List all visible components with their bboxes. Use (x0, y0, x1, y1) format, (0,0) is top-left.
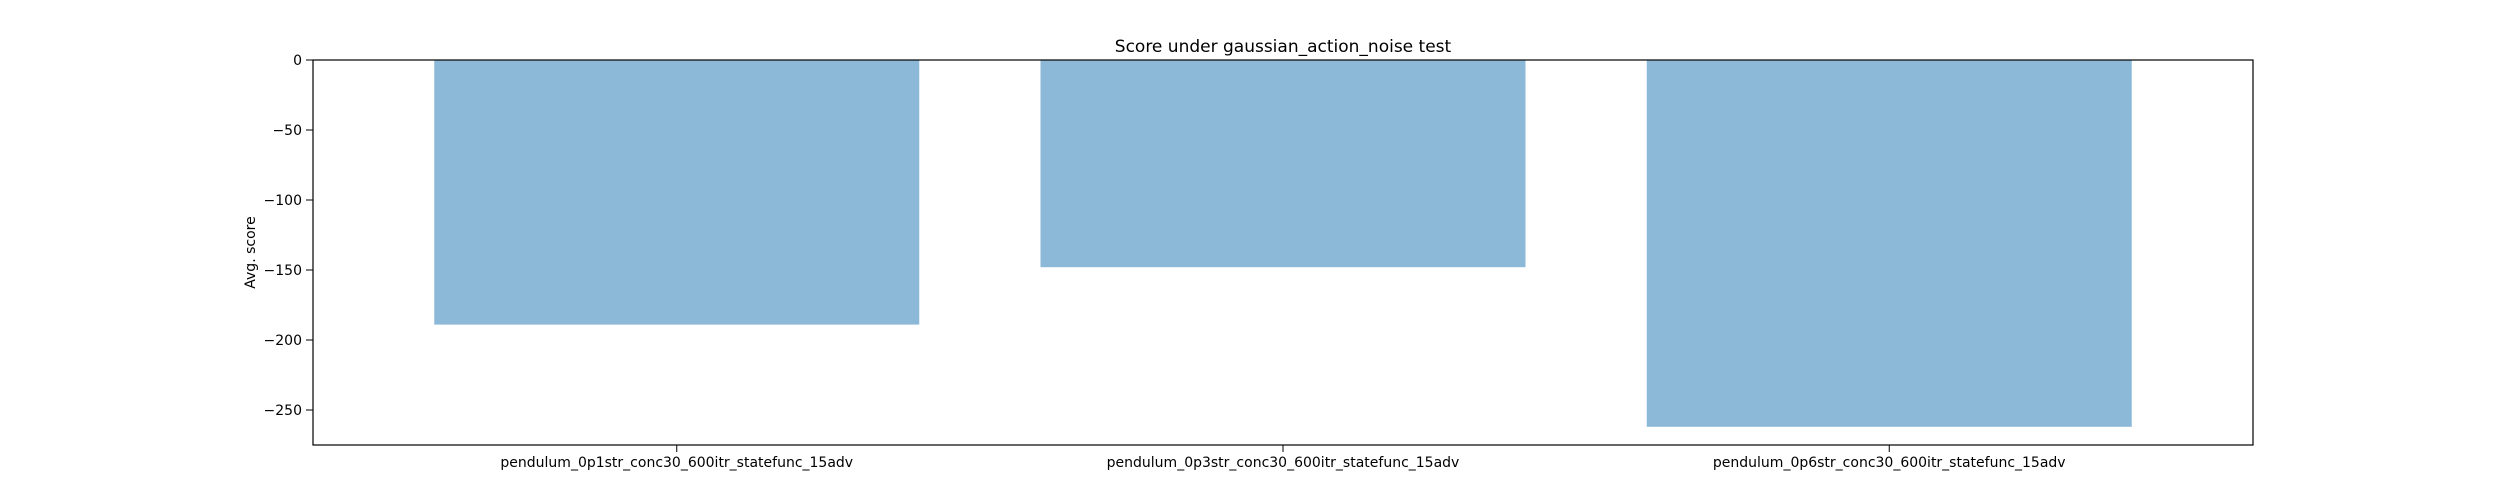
y-axis-title: Avg. score (243, 216, 259, 288)
y-tick-label: 0 (293, 53, 302, 69)
x-tick-label: pendulum_0p1str_conc30_600itr_statefunc_… (500, 455, 853, 471)
x-axis: pendulum_0p1str_conc30_600itr_statefunc_… (500, 445, 2066, 471)
y-tick-label: −100 (264, 193, 302, 209)
bar (1646, 60, 2132, 427)
chart-title: Score under gaussian_action_noise test (1115, 37, 1452, 57)
y-tick-label: −250 (264, 403, 302, 419)
y-tick-label: −50 (272, 123, 302, 139)
y-tick-label: −200 (264, 333, 302, 349)
x-tick-label: pendulum_0p3str_conc30_600itr_statefunc_… (1107, 455, 1460, 471)
bars-layer (434, 60, 2132, 427)
y-tick-label: −150 (264, 263, 302, 279)
y-axis: 0 −50 −100 −150 −200 −250 (264, 53, 313, 419)
bar (1040, 60, 1526, 268)
x-tick-label: pendulum_0p6str_conc30_600itr_statefunc_… (1713, 455, 2066, 471)
bar (434, 60, 920, 325)
